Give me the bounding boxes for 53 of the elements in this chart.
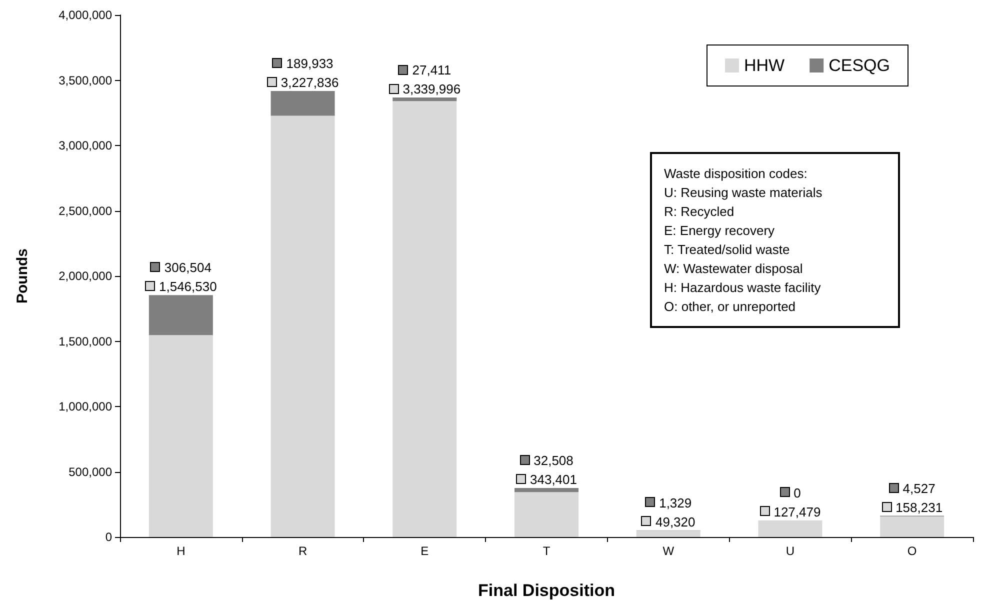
data-label: 189,933 (286, 56, 334, 71)
x-tick-label: T (542, 544, 551, 558)
annotation: H: Hazardous waste facility (664, 279, 822, 297)
annotation: W: Wastewater disposal (664, 260, 804, 278)
y-tick-label: 4,000,000 (58, 8, 112, 22)
data-label: 158,231 (896, 500, 943, 515)
y-tick-label: 3,500,000 (58, 73, 112, 88)
data-label: 343,401 (530, 472, 577, 487)
y-tick-label: 2,000,000 (58, 269, 112, 283)
bar (392, 98, 457, 102)
data-label: 3,227,836 (280, 74, 339, 90)
bar (514, 488, 578, 492)
data-label: 1,546,530 (159, 279, 217, 294)
y-tick-label: 1,500,000 (58, 334, 112, 348)
x-tick-label: U (786, 544, 795, 558)
y-tick-label: 0 (105, 530, 112, 544)
y-tick-label: 500,000 (68, 464, 112, 479)
x-axis-title: Final Disposition (478, 581, 615, 600)
data-label: 306,504 (164, 260, 212, 276)
bar (148, 295, 213, 336)
y-tick-label: 2,500,000 (58, 204, 112, 218)
annotation: Waste disposition codes: (664, 165, 808, 183)
legend-label: CESQG (828, 56, 890, 75)
bar (514, 492, 578, 537)
x-tick-label: E (420, 544, 429, 558)
annotation: R: Recycled (664, 203, 736, 221)
data-label: 4,527 (902, 480, 936, 496)
annotation: O: other, or unreported (664, 298, 797, 316)
annotation: E: Energy recovery (664, 222, 776, 240)
data-label: 27,411 (412, 62, 452, 78)
data-label: 49,320 (655, 514, 696, 530)
bar (392, 101, 457, 537)
bar (880, 516, 944, 537)
bar (270, 116, 335, 537)
y-axis-title: Pounds (14, 248, 31, 304)
data-label: 3,339,996 (402, 82, 461, 97)
data-label: 1,329 (659, 495, 692, 510)
y-tick-label: 3,000,000 (58, 138, 112, 152)
data-label: 32,508 (534, 452, 574, 468)
x-tick-label: R (298, 544, 308, 558)
annotation: U: Reusing waste materials (664, 184, 824, 202)
bar (636, 530, 700, 537)
y-tick-label: 1,000,000 (58, 400, 112, 414)
data-label: 127,479 (774, 504, 821, 520)
legend-label: HHW (744, 56, 785, 75)
bar (758, 520, 822, 537)
x-tick-label: H (176, 544, 186, 558)
bar (270, 90, 335, 116)
x-tick-label: O (907, 544, 917, 558)
x-tick-label: W (662, 544, 675, 558)
bar (148, 335, 213, 537)
data-label: 0 (794, 485, 801, 500)
annotation: T: Treated/solid waste (664, 241, 791, 259)
